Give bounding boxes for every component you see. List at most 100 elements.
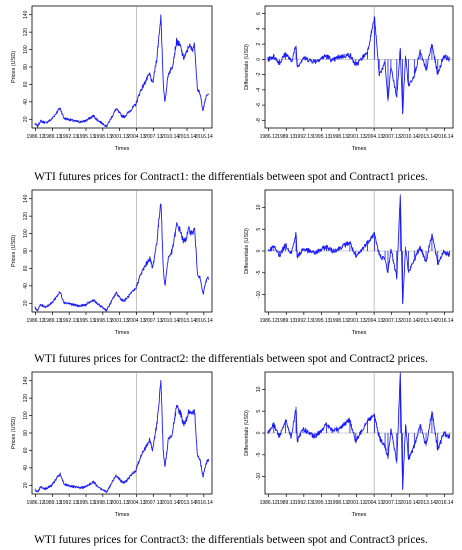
x-axis-title: Times xyxy=(352,146,367,152)
caption-contract2: WTI futures prices for Contract2: the di… xyxy=(34,353,428,365)
x-tick-label: 2004.13 xyxy=(127,318,145,324)
y-tick-label: 4 xyxy=(256,27,262,30)
chart-contract1-price: 204060801001201401986.121989.131992.1319… xyxy=(11,5,213,152)
y-tick-label: 60 xyxy=(23,265,29,271)
x-tick-label: 2010.14 xyxy=(161,318,179,324)
y-tick-label: 6 xyxy=(256,12,262,15)
y-tick-label: 120 xyxy=(23,212,29,221)
y-tick-label: -5 xyxy=(256,270,262,275)
x-tick-label: 1986.12 xyxy=(260,134,278,140)
y-tick-label: -2 xyxy=(256,72,262,77)
x-tick-label: 2007.13 xyxy=(383,500,401,506)
chart-contract3-price: 204060801001201401986.121989.131992.1319… xyxy=(11,371,213,518)
y-tick-label: -10 xyxy=(256,291,262,298)
x-tick-label: 2001.13 xyxy=(111,500,129,506)
series-line xyxy=(34,379,210,494)
x-tick-label: 2016.14 xyxy=(195,500,213,506)
y-tick-label: 80 xyxy=(23,248,29,254)
x-tick-label: 2010.14 xyxy=(161,500,179,506)
x-tick-label: 2013.14 xyxy=(178,134,196,140)
x-tick-label: 2010.14 xyxy=(400,500,418,506)
y-tick-label: 80 xyxy=(23,64,29,70)
chart-contract1-differentials: -8 -6 -4 -2 0 2 4 6 1986.12 1989.13 1992.13 1995.13… xyxy=(244,5,454,152)
y-axis-title: Prices (USD) xyxy=(11,235,17,267)
y-tick-label: 0 xyxy=(256,249,262,252)
y-tick-label: 2 xyxy=(256,43,262,46)
x-axis-title: Times xyxy=(115,512,130,518)
chart-panels: 204060801001201401986.121989.131992.1319… xyxy=(11,5,454,518)
y-tick-label: 60 xyxy=(23,81,29,87)
x-tick-label: 1986.12 xyxy=(260,500,278,506)
x-tick-label: 1986.12 xyxy=(260,318,278,324)
y-tick-label: 5 xyxy=(256,228,262,231)
x-tick-label: 2016.14 xyxy=(435,500,453,506)
x-tick-label: 1986.12 xyxy=(26,134,44,140)
x-tick-label: 2001.13 xyxy=(111,318,129,324)
x-tick-label: 1998.13 xyxy=(330,134,348,140)
y-tick-label: 60 xyxy=(23,447,29,453)
x-axis-title: Times xyxy=(352,512,367,518)
x-tick-label: 2001.13 xyxy=(348,500,366,506)
y-tick-label: 140 xyxy=(23,194,29,203)
x-tick-label: 2016.14 xyxy=(435,318,453,324)
y-tick-label: -10 xyxy=(256,473,262,480)
series-line xyxy=(267,16,450,114)
x-tick-label: 1986.12 xyxy=(26,318,44,324)
x-tick-label: 1998.13 xyxy=(330,318,348,324)
x-tick-label: 2007.13 xyxy=(144,134,162,140)
x-tick-label: 1992.13 xyxy=(60,134,78,140)
x-tick-label: 2007.13 xyxy=(383,134,401,140)
x-tick-label: 2016.14 xyxy=(195,318,213,324)
y-tick-label: 140 xyxy=(23,10,29,19)
y-tick-label: 40 xyxy=(23,465,29,471)
x-tick-label: 1992.13 xyxy=(60,500,78,506)
caption-contract1: WTI futures prices for Contract1: the di… xyxy=(34,171,428,183)
x-tick-label: 2004.13 xyxy=(365,134,383,140)
x-axis-title: Times xyxy=(115,330,130,336)
x-tick-label: 2013.14 xyxy=(178,318,196,324)
y-tick-label: 0 xyxy=(256,431,262,434)
x-tick-label: 1992.13 xyxy=(60,318,78,324)
y-axis-title: Prices (USD) xyxy=(11,51,17,83)
y-tick-label: 20 xyxy=(23,116,29,122)
y-tick-label: 20 xyxy=(23,300,29,306)
x-tick-label: 2013.14 xyxy=(418,318,436,324)
x-tick-label: 1989.13 xyxy=(277,318,295,324)
x-tick-label: 1989.13 xyxy=(43,500,61,506)
y-tick-label: 100 xyxy=(23,45,29,54)
x-tick-label: 1989.13 xyxy=(43,318,61,324)
x-tick-label: 2013.14 xyxy=(418,500,436,506)
y-tick-label: 10 xyxy=(256,386,262,392)
x-tick-label: 1998.13 xyxy=(94,318,112,324)
x-tick-label: 2004.13 xyxy=(365,500,383,506)
y-tick-label: 5 xyxy=(256,410,262,413)
y-axis-title: Differentials (USD) xyxy=(244,228,250,274)
y-axis-title: Prices (USD) xyxy=(11,417,17,449)
x-tick-label: 1998.13 xyxy=(94,500,112,506)
y-tick-label: -8 xyxy=(256,118,262,123)
x-tick-label: 1995.13 xyxy=(77,134,95,140)
y-tick-label: -5 xyxy=(256,452,262,457)
series-line xyxy=(267,196,450,305)
y-axis-title: Differentials (USD) xyxy=(244,410,250,456)
x-tick-label: 2010.14 xyxy=(400,318,418,324)
x-tick-label: 2001.13 xyxy=(348,318,366,324)
y-tick-label: 140 xyxy=(23,376,29,385)
caption-contract3: WTI futures prices for Contract3: the di… xyxy=(34,534,428,546)
y-tick-label: 100 xyxy=(23,229,29,238)
y-tick-label: 40 xyxy=(23,283,29,289)
y-tick-label: 0 xyxy=(256,58,262,61)
x-tick-label: 1986.12 xyxy=(26,500,44,506)
y-tick-label: 40 xyxy=(23,99,29,105)
y-tick-label: 120 xyxy=(23,394,29,403)
x-tick-label: 2004.13 xyxy=(127,134,145,140)
x-tick-label: 2004.13 xyxy=(127,500,145,506)
x-tick-label: 1992.13 xyxy=(295,134,313,140)
x-tick-label: 1995.13 xyxy=(312,318,330,324)
series-line xyxy=(34,203,210,312)
x-tick-label: 2007.13 xyxy=(144,500,162,506)
y-tick-label: -4 xyxy=(256,87,262,92)
x-tick-label: 1989.13 xyxy=(277,500,295,506)
y-axis-title: Differentials (USD) xyxy=(244,44,250,90)
